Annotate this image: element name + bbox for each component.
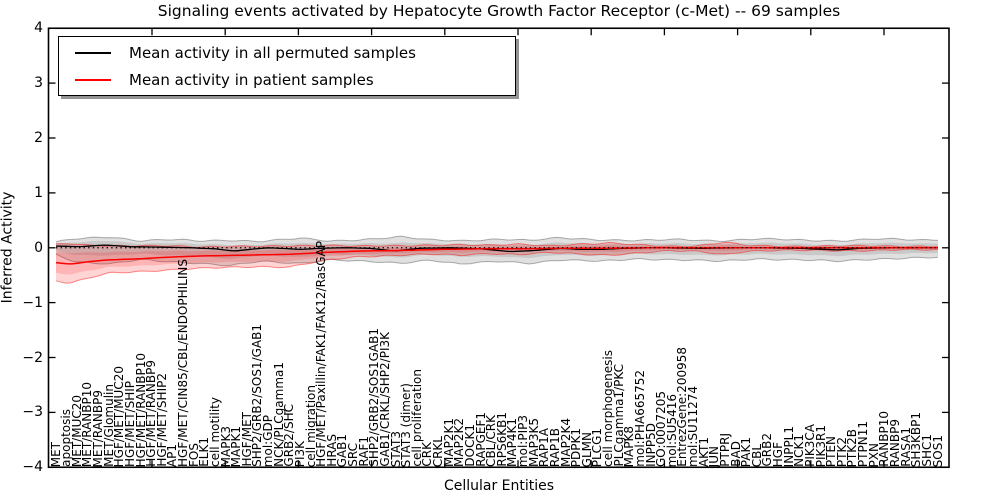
patient-confidence-band-inner [56,244,938,275]
y-tick-label: 1 [34,184,43,201]
patient-confidence-band-outer [56,242,938,284]
chart-title: Signaling events activated by Hepatocyte… [157,2,841,20]
y-tick-label: 3 [34,75,43,92]
y-tick-label: −1 [22,294,43,311]
y-tick-label: 2 [34,130,43,146]
x-axis-label: Cellular Entities [443,478,555,494]
legend-line-permuted-swatch [75,51,111,54]
permuted-confidence-band-lower-edge [55,253,939,267]
y-tick-label: −3 [22,404,43,421]
y-tick-label: −4 [22,459,43,476]
x-category-label: HGF/MET/CIN85/CBL/ENDOPHILINS [176,259,191,467]
legend-item-patient: Mean activity in patient samples [59,67,515,93]
legend: Mean activity in all permuted samples Me… [58,36,516,96]
patient-confidence-band-lower-edge [55,248,939,284]
legend-line-patient-swatch [75,78,111,81]
y-tick-label: 4 [34,20,43,37]
permuted-confidence-band-upper-edge [55,235,939,243]
x-category-label: SOS1 [930,434,945,467]
patient-confidence-band-upper-edge [55,241,939,248]
y-tick-label: 0 [34,239,43,256]
legend-label-patient: Mean activity in patient samples [129,70,374,89]
legend-item-permuted: Mean activity in all permuted samples [59,40,515,66]
patient-mean-line [55,247,938,265]
y-tick-label: −2 [22,349,43,366]
legend-label-permuted: Mean activity in all permuted samples [129,43,416,62]
